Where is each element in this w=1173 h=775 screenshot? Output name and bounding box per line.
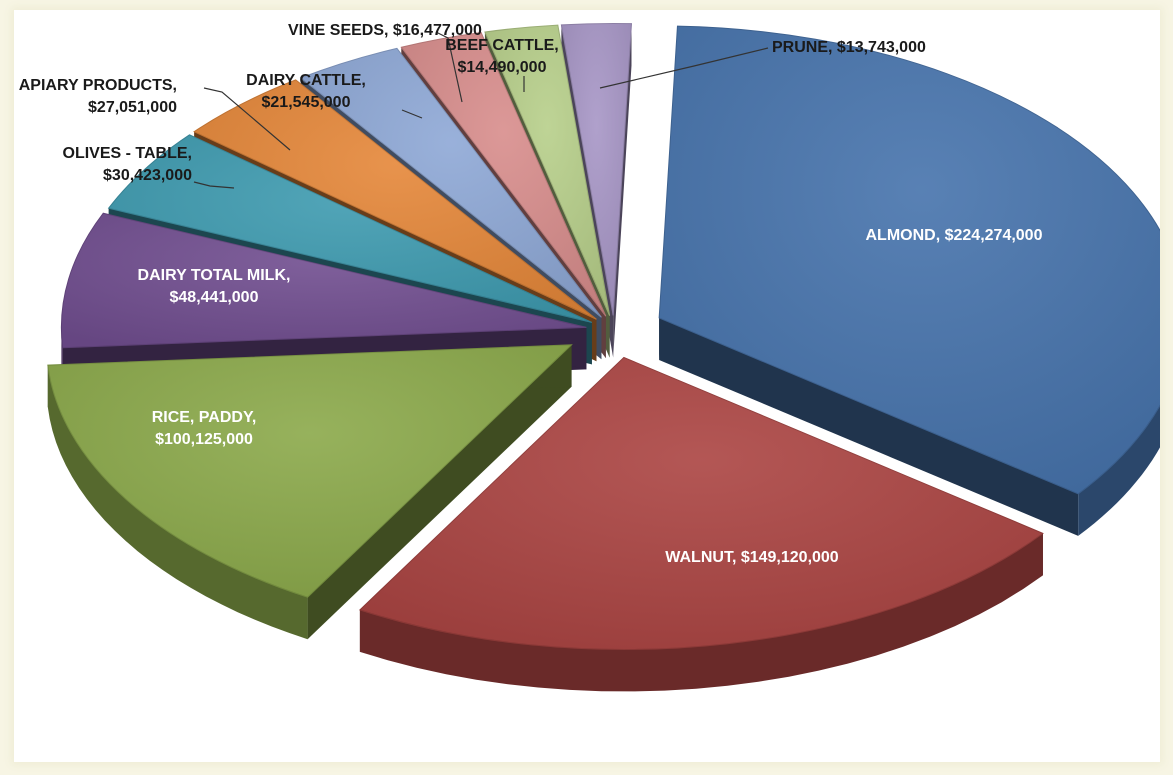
data-label-line-rice-paddy-2: $100,125,000 bbox=[155, 431, 253, 448]
data-label-line-dairy-cattle-2: $21,545,000 bbox=[262, 94, 351, 111]
data-label-line-dairy-total-milk-1: DAIRY TOTAL MILK, bbox=[138, 267, 291, 284]
data-label-rice-paddy: RICE, PADDY, $100,125,000 bbox=[152, 409, 257, 448]
data-label-olives-table: OLIVES - TABLE, $30,423,000 bbox=[63, 145, 193, 184]
data-label-line-dairy-total-milk-2: $48,441,000 bbox=[170, 289, 259, 306]
slice-shading-walnut bbox=[359, 357, 1043, 650]
data-label-dairy-cattle: DAIRY CATTLE, $21,545,000 bbox=[246, 72, 366, 111]
slice-wall-rice-paddy bbox=[47, 365, 308, 640]
data-label-line-prune-1: PRUNE, $13,743,000 bbox=[772, 39, 926, 56]
slice-shading-prune bbox=[561, 23, 632, 316]
slice-cut-face-prune bbox=[613, 23, 632, 358]
data-label-dairy-total-milk: DAIRY TOTAL MILK, $48,441,000 bbox=[138, 267, 291, 306]
data-label-apiary-products: APIARY PRODUCTS, $27,051,000 bbox=[19, 77, 177, 116]
data-label-line-almond-1: ALMOND, $224,274,000 bbox=[866, 227, 1043, 244]
data-label-line-beef-cattle-1: BEEF CATTLE, bbox=[445, 37, 558, 54]
data-label-line-apiary-products-2: $27,051,000 bbox=[88, 99, 177, 116]
data-label-line-beef-cattle-2: $14,490,000 bbox=[458, 59, 547, 76]
leader-line-apiary-products bbox=[203, 87, 291, 151]
leader-line-vine-seeds bbox=[435, 31, 463, 103]
data-label-line-vine-seeds-1: VINE SEEDS, $16,477,000 bbox=[288, 22, 482, 39]
slice-shading-olives-table bbox=[108, 134, 592, 323]
leader-line-olives-table bbox=[193, 181, 235, 189]
slice-shading-beef-cattle bbox=[484, 25, 610, 316]
data-label-prune: PRUNE, $13,743,000 bbox=[772, 39, 926, 56]
data-label-line-apiary-products-1: APIARY PRODUCTS, bbox=[19, 77, 177, 94]
slice-shading-rice-paddy bbox=[47, 344, 572, 598]
pie-chart: ALMOND, $224,274,000 WALNUT, $149,120,000… bbox=[19, 22, 1160, 692]
leader-line-prune bbox=[599, 47, 769, 89]
data-label-beef-cattle: BEEF CATTLE, $14,490,000 bbox=[445, 37, 558, 76]
data-label-walnut: WALNUT, $149,120,000 bbox=[665, 549, 839, 566]
chart-area: ALMOND, $224,274,000 WALNUT, $149,120,000… bbox=[14, 10, 1160, 762]
leader-line-dairy-cattle bbox=[401, 109, 423, 119]
slice-shading-dairy-cattle bbox=[300, 48, 602, 318]
data-label-line-dairy-cattle-1: DAIRY CATTLE, bbox=[246, 72, 366, 89]
slice-cut-face-almond bbox=[659, 317, 1079, 536]
data-label-line-walnut-1: WALNUT, $149,120,000 bbox=[665, 549, 839, 566]
slice-wall-walnut bbox=[359, 533, 1043, 692]
slice-shading-dairy-total-milk bbox=[61, 213, 587, 348]
slice-cut-face-rice-paddy bbox=[307, 344, 572, 640]
slice-shading-apiary-products bbox=[194, 79, 597, 320]
data-label-almond: ALMOND, $224,274,000 bbox=[866, 227, 1043, 244]
slice-shading-vine-seeds bbox=[401, 32, 606, 317]
slice-wall-almond bbox=[1078, 405, 1160, 536]
data-label-vine-seeds: VINE SEEDS, $16,477,000 bbox=[288, 22, 482, 39]
data-label-line-olives-table-1: OLIVES - TABLE, bbox=[63, 145, 192, 162]
data-label-line-rice-paddy-1: RICE, PADDY, bbox=[152, 409, 257, 426]
slice-shading-almond bbox=[659, 26, 1160, 494]
data-label-line-olives-table-2: $30,423,000 bbox=[103, 167, 192, 184]
